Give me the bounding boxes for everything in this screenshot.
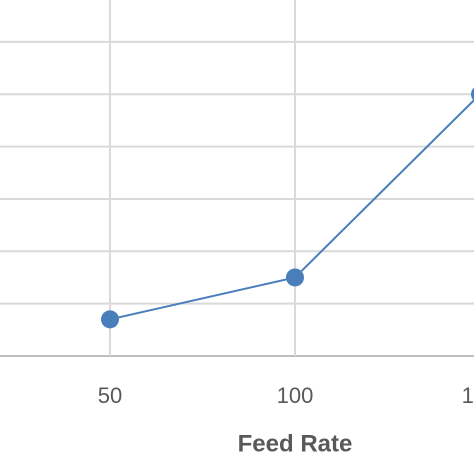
- data-point: [286, 268, 304, 287]
- data-point: [471, 87, 474, 101]
- x-tick-label: 150: [462, 383, 474, 408]
- x-tick-label: 100: [277, 383, 314, 408]
- x-axis-title: Feed Rate: [238, 430, 353, 457]
- x-tick-label: 50: [98, 383, 122, 408]
- data-point: [101, 310, 119, 329]
